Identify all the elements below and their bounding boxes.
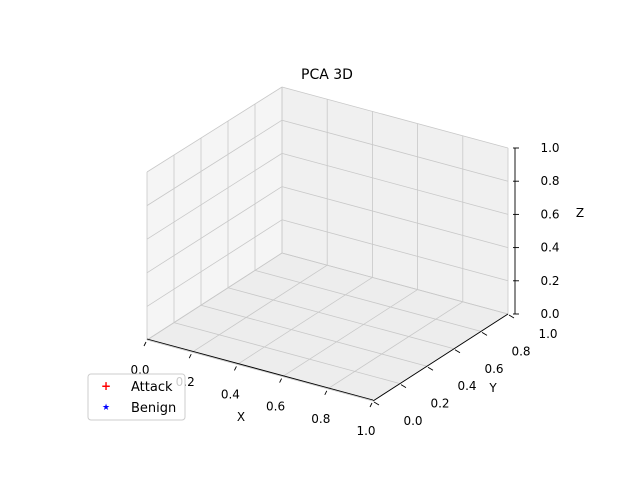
grid-line: [237, 277, 373, 365]
y-tick-label: 0.2: [430, 397, 449, 411]
y-tick: [454, 349, 461, 354]
z-tick-label: 0.6: [540, 207, 559, 221]
y-tick-label: 0.0: [403, 414, 422, 428]
grid-line: [281, 186, 509, 248]
x-tick: [143, 341, 147, 347]
legend-marker: ★: [102, 403, 110, 413]
grid-line: [146, 252, 283, 341]
chart-title: PCA 3D: [301, 67, 353, 83]
y-axis-line: [372, 313, 509, 402]
y-axis-label: Y: [488, 381, 497, 395]
grid-line: [281, 86, 509, 149]
y-tick-label: 0.8: [511, 344, 530, 358]
y-tick-labels: 0.0 0.2 0.4 0.6 0.8 1.0: [403, 327, 557, 428]
x-axis-label: X: [237, 410, 245, 424]
y-tick: [481, 332, 488, 336]
z-tick-label: 0.4: [540, 241, 559, 255]
grid-line: [146, 219, 283, 307]
x-tick: [233, 366, 237, 371]
left-pane: [147, 87, 282, 340]
y-tick-label: 1.0: [538, 327, 557, 341]
x-tick: [324, 390, 328, 396]
y-tick-label: 0.6: [484, 362, 503, 376]
y-tick: [427, 366, 434, 371]
legend-label: Benign: [131, 401, 176, 416]
back-pane: [282, 87, 508, 314]
z-tick-label: 1.0: [540, 141, 559, 155]
y-tick: [400, 384, 407, 388]
grid-line: [327, 301, 464, 390]
grid-line: [281, 252, 509, 315]
grid-line: [281, 153, 509, 215]
z-tick-label: 0.2: [540, 274, 559, 288]
grid-line: [146, 119, 283, 206]
legend-label: Attack: [131, 380, 173, 395]
grid-line: [281, 119, 509, 182]
x-axis-line: [146, 338, 374, 401]
y-tick: [508, 314, 515, 319]
x-tick-label: 0.6: [266, 400, 285, 414]
grid-line: [146, 339, 374, 402]
grid-line: [146, 86, 283, 173]
axes-lines: [143, 147, 519, 408]
grid-line: [191, 264, 328, 353]
x-tick-label: 0.4: [221, 387, 240, 401]
grid-line: [200, 304, 428, 367]
z-tick-label: 0.0: [540, 307, 559, 321]
x-tick: [279, 378, 283, 383]
y-tick: [373, 401, 380, 406]
z-tick-label: 0.8: [540, 174, 559, 188]
axes-grid: [146, 86, 509, 402]
z-axis-label: Z: [576, 206, 584, 220]
x-tick-label: 0.8: [311, 412, 330, 426]
x-tick: [188, 353, 192, 359]
legend-marker: +: [101, 379, 111, 393]
grid-line: [146, 186, 283, 274]
x-tick-label: 1.0: [356, 424, 375, 438]
grid-line: [254, 270, 482, 332]
grid-line: [282, 289, 418, 377]
grid-line: [281, 219, 509, 282]
y-tick-label: 0.4: [457, 379, 476, 393]
grid-line: [227, 287, 455, 350]
grid-line: [146, 153, 283, 240]
grid-line: [173, 322, 401, 384]
legend-frame: [87, 373, 186, 421]
legend: + Attack ★ Benign: [87, 373, 186, 421]
x-tick: [369, 402, 373, 408]
z-tick-labels: 0.0 0.2 0.4 0.6 0.8 1.0: [540, 141, 559, 321]
